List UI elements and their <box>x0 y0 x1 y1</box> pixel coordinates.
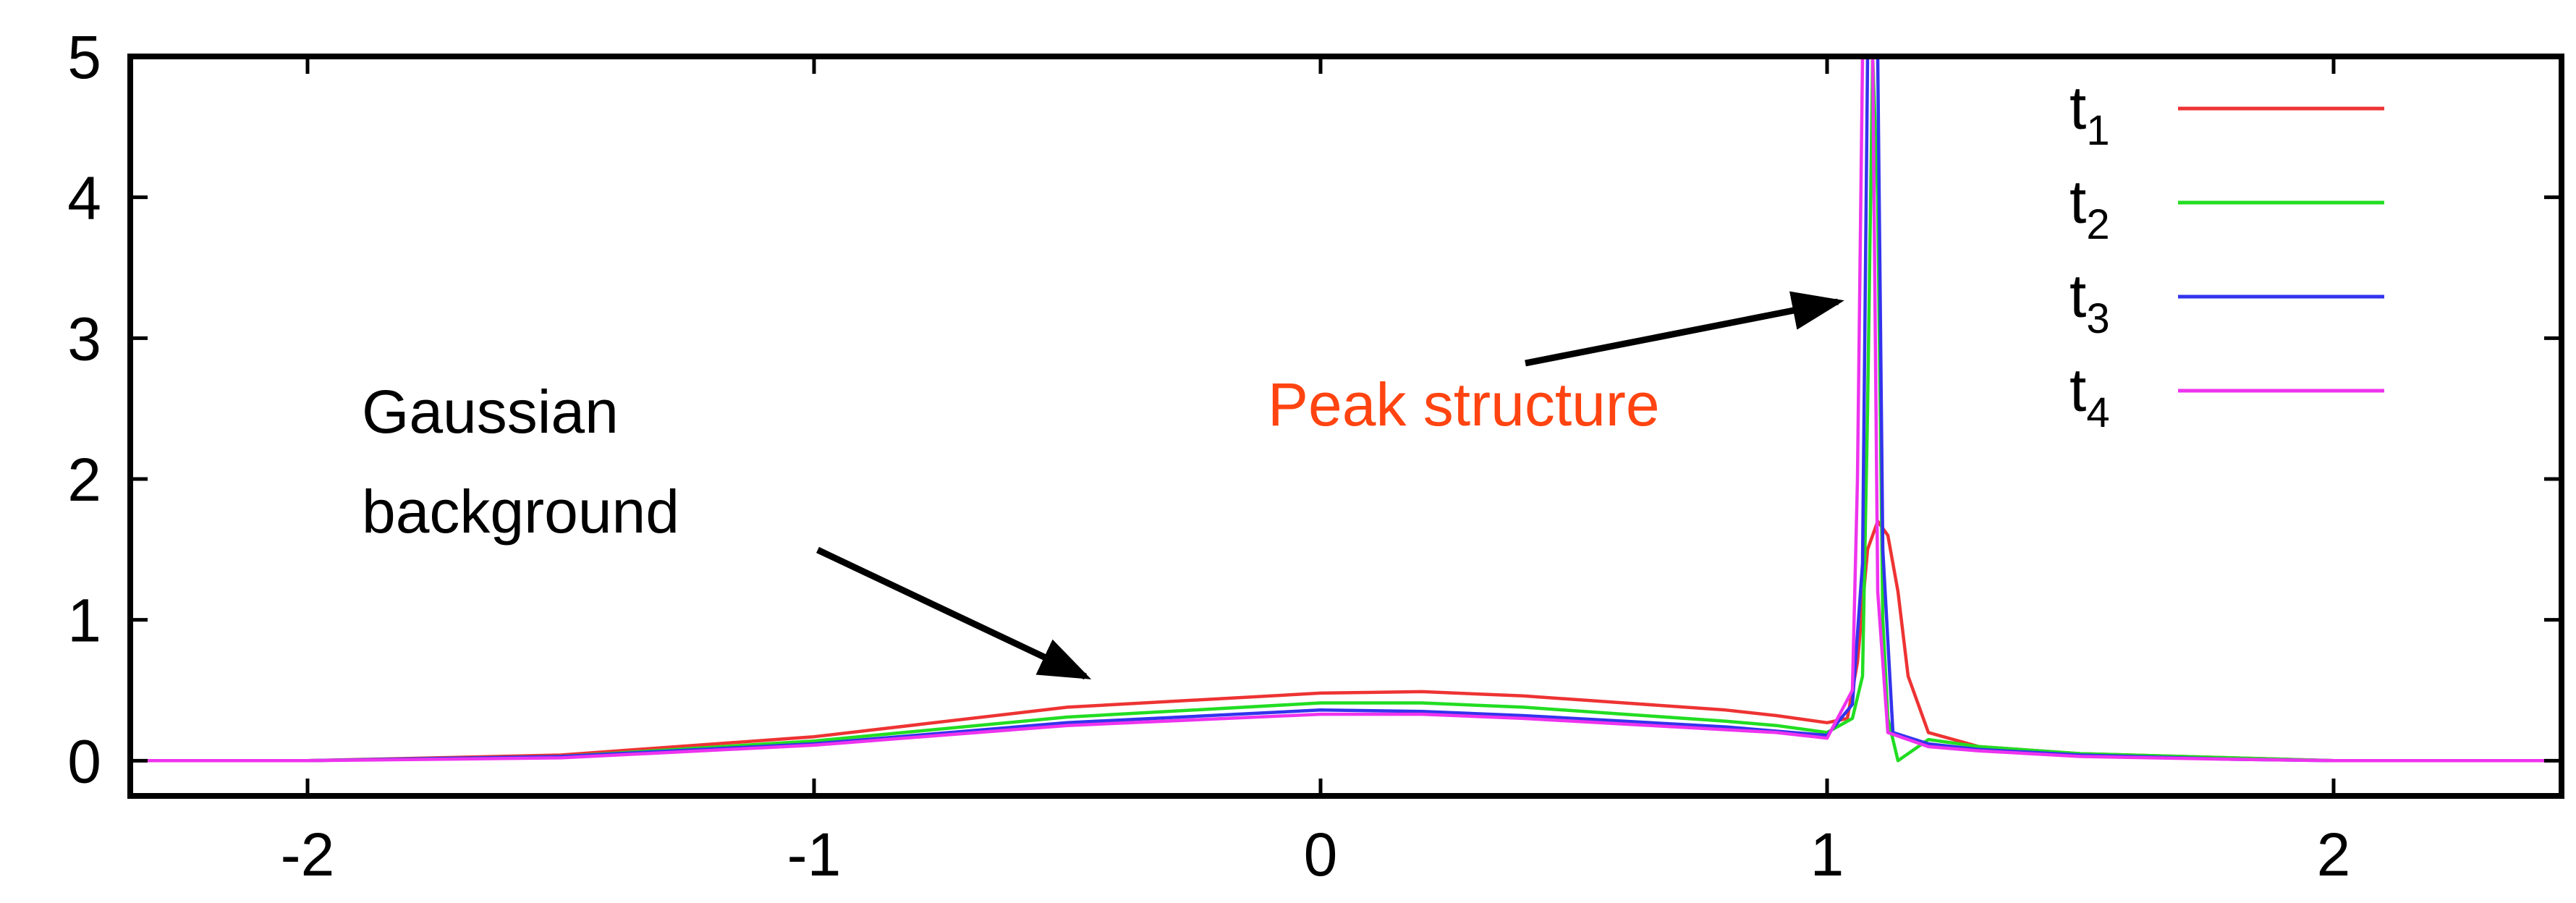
arrow-peak <box>1525 291 1844 367</box>
ticks-layer: -2 -1 0 1 2 0 1 2 3 4 5 <box>67 23 2562 889</box>
plot-frame <box>127 54 2564 799</box>
annotation-gaussian-line2: background <box>362 478 679 546</box>
x-tick-label: 1 <box>1810 821 1844 889</box>
annotations: Gaussian background Peak structure <box>362 291 1844 680</box>
annotation-peak-structure: Peak structure <box>1268 370 1660 438</box>
series-line-t4 <box>130 56 2562 763</box>
y-tick-label: 2 <box>67 446 101 514</box>
legend-label-t4: t4 <box>2069 356 2110 436</box>
arrow-gaussian <box>816 546 1092 680</box>
legend: t1 t2 t3 t4 <box>2069 74 2384 436</box>
series-line-t1 <box>130 520 2562 763</box>
y-tick-label: 3 <box>67 305 101 373</box>
y-tick-label: 5 <box>67 23 101 91</box>
x-tick-label: 2 <box>2317 821 2351 889</box>
x-tick-label: 0 <box>1304 821 1338 889</box>
legend-label-t1: t1 <box>2069 74 2110 154</box>
y-tick-label: 1 <box>67 587 101 655</box>
x-tick-label: -2 <box>281 821 335 889</box>
y-tick-label: 4 <box>67 164 101 232</box>
legend-label-t3: t3 <box>2069 262 2110 342</box>
x-tick-label: -1 <box>787 821 842 889</box>
y-tick-label: 0 <box>67 727 101 795</box>
series-layer <box>130 56 2562 763</box>
series-line-t2 <box>130 56 2562 763</box>
annotation-gaussian-line1: Gaussian <box>362 378 619 446</box>
legend-label-t2: t2 <box>2069 168 2110 248</box>
